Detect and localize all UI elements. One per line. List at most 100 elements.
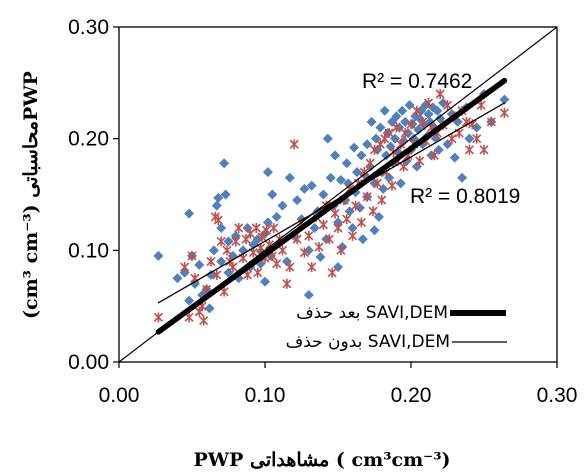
data-point-diamond [303, 245, 314, 256]
data-point-asterisk [472, 133, 482, 144]
data-point-diamond [433, 144, 444, 155]
data-point-diamond [223, 267, 234, 278]
data-point-asterisk [365, 158, 375, 169]
data-point-asterisk [391, 122, 401, 133]
data-point-asterisk [423, 97, 434, 108]
legend-background [255, 299, 551, 359]
data-point-diamond [397, 105, 408, 116]
data-point-asterisk [442, 100, 453, 111]
data-point-diamond [292, 195, 303, 206]
data-point-diamond [370, 133, 381, 144]
data-point-diamond [216, 256, 227, 267]
data-point-asterisk [153, 312, 163, 323]
data-point-diamond [284, 172, 295, 183]
data-point-asterisk [348, 230, 358, 241]
data-point-asterisk [213, 215, 223, 226]
data-point-diamond [413, 124, 424, 135]
data-point-asterisk [251, 223, 261, 233]
data-point-diamond [184, 208, 195, 219]
data-point-asterisk [415, 156, 425, 166]
data-point-asterisk [375, 139, 385, 150]
data-point-asterisk [327, 267, 337, 278]
data-point-asterisk [406, 119, 416, 130]
data-point-diamond [356, 150, 367, 161]
chart-legend: بعد حذف SAVI,DEM بدون حذف SAVI,DEM [255, 299, 551, 359]
y-tick-label: 0.30 [68, 16, 109, 39]
data-point-diamond [299, 183, 310, 194]
data-point-asterisk [180, 262, 190, 273]
data-point-asterisk [234, 223, 244, 233]
legend-label-thin: بدون حذف SAVI,DEM [286, 332, 450, 352]
legend-label-thick: بعد حذف SAVI,DEM [296, 303, 448, 323]
data-point-asterisk [314, 241, 324, 252]
data-point-diamond [213, 192, 224, 203]
data-point-diamond [349, 142, 360, 153]
data-point-diamond [381, 150, 392, 161]
data-point-asterisk [412, 105, 422, 116]
data-point-asterisk [261, 225, 272, 236]
data-point-asterisk [479, 144, 489, 155]
data-point-diamond [366, 116, 377, 127]
data-point-diamond [153, 250, 164, 261]
data-point-diamond [277, 200, 288, 211]
data-point-diamond [303, 290, 314, 300]
data-point-diamond [464, 133, 475, 144]
data-point-asterisk [464, 144, 474, 155]
data-point-asterisk [435, 89, 445, 99]
r2-annotation-thick: R² = 0.7462 [362, 70, 472, 93]
data-point-asterisk [342, 214, 352, 225]
data-point-diamond [457, 172, 468, 183]
x-tick-label: 0.00 [99, 384, 140, 407]
data-point-diamond [400, 116, 411, 127]
data-point-asterisk [380, 133, 390, 144]
data-point-asterisk [486, 116, 496, 127]
data-point-diamond [442, 139, 453, 150]
data-point-diamond [208, 245, 219, 256]
data-point-diamond [172, 273, 183, 284]
data-point-asterisk [362, 191, 372, 202]
data-point-diamond [351, 167, 362, 178]
data-point-asterisk [231, 236, 241, 247]
data-point-diamond [330, 150, 341, 161]
data-point-asterisk [396, 139, 406, 150]
data-point-diamond [315, 252, 326, 263]
data-point-asterisk [282, 278, 292, 289]
axis-ticks: 0.00 0.10 0.20 0.30 0.00 0.10 0.20 0.30 [68, 16, 577, 407]
data-point-diamond [438, 97, 449, 108]
data-point-diamond [362, 139, 373, 150]
x-tick-label: 0.20 [391, 384, 432, 407]
data-point-diamond [220, 189, 231, 200]
x-tick-label: 0.30 [537, 384, 578, 407]
x-tick-label: 0.10 [245, 384, 286, 407]
data-point-asterisk [359, 167, 369, 178]
y-tick-label: 0.10 [68, 239, 109, 262]
data-point-diamond [407, 119, 418, 130]
data-point-diamond [341, 158, 352, 169]
data-point-asterisk [307, 262, 317, 273]
data-point-diamond [369, 225, 380, 236]
data-point-asterisk [187, 250, 197, 261]
data-point-diamond [354, 202, 365, 213]
data-point-asterisk [253, 267, 263, 278]
data-point-asterisk [216, 236, 226, 247]
data-point-asterisk [387, 180, 397, 191]
data-point-asterisk [222, 245, 232, 256]
data-point-diamond [211, 200, 222, 211]
data-point-diamond [347, 223, 358, 233]
data-point-diamond [379, 105, 390, 116]
data-point-diamond [204, 303, 215, 314]
data-point-asterisk [350, 200, 361, 211]
data-point-asterisk [356, 217, 366, 228]
data-point-asterisk [368, 206, 378, 217]
data-point-diamond [357, 234, 368, 245]
data-point-asterisk [372, 178, 382, 189]
r2-annotation-thin: R² = 0.8019 [410, 185, 520, 208]
data-point-asterisk [400, 128, 410, 139]
data-point-diamond [318, 189, 329, 200]
data-point-asterisk [418, 116, 428, 127]
data-point-asterisk [304, 230, 314, 241]
data-point-diamond [325, 172, 336, 183]
data-point-diamond [216, 223, 227, 233]
